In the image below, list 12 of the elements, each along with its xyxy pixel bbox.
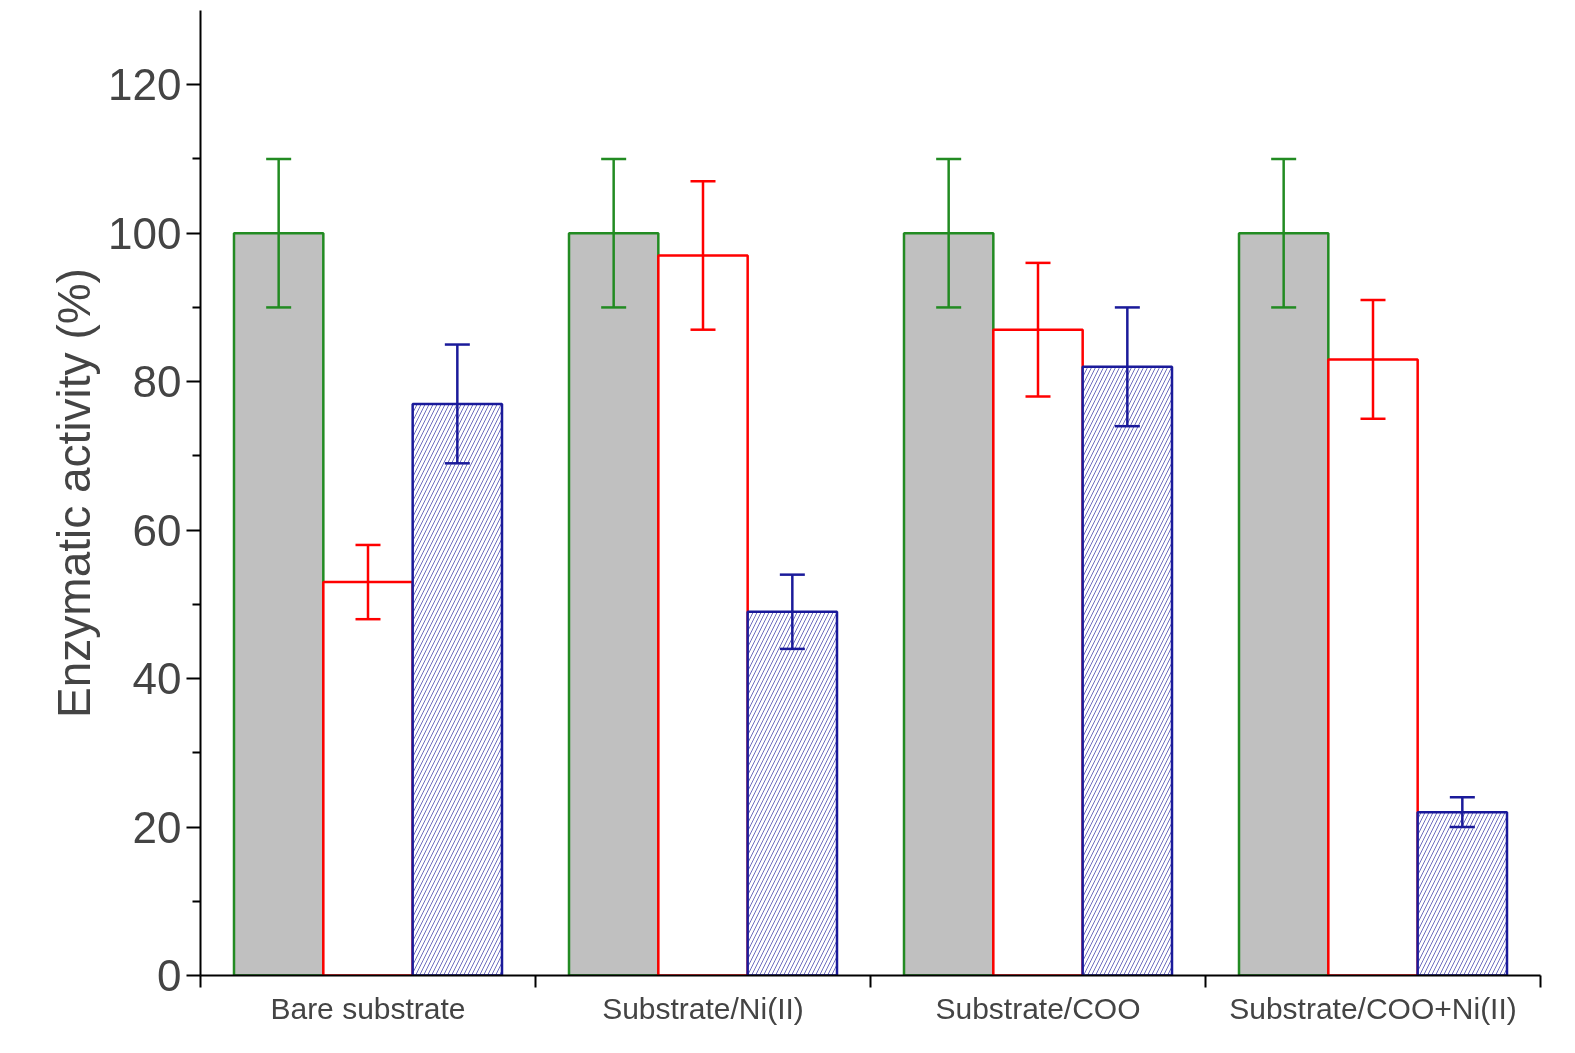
y-tick-label: 120 [108, 60, 182, 110]
x-tick-label: Substrate/COO [935, 991, 1141, 1025]
x-tick-label: Substrate/Ni(II) [602, 991, 804, 1025]
y-tick-label: 20 [132, 802, 182, 852]
x-tick-label: Substrate/COO+Ni(II) [1229, 991, 1517, 1025]
y-tick-label: 100 [108, 208, 182, 258]
y-tick-label: 40 [132, 654, 182, 704]
y-axis-title: Enzymatic activity (%) [48, 268, 101, 718]
y-tick-label: 0 [157, 951, 182, 1000]
y-tick-label: 80 [132, 357, 182, 407]
x-tick-label: Bare substrate [270, 991, 466, 1025]
y-tick-label: 60 [132, 505, 182, 555]
